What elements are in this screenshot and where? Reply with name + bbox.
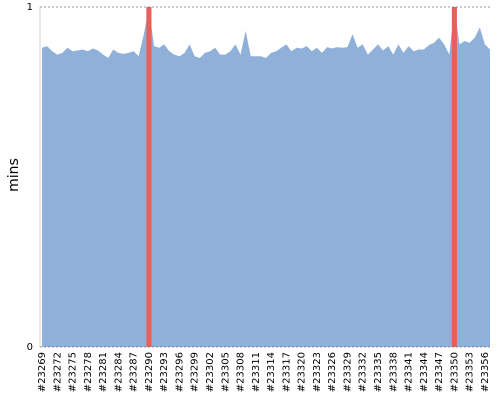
y-tick-label: 0 (27, 342, 33, 353)
x-tick-label: #23353 (465, 352, 476, 392)
x-tick-label: #23314 (266, 352, 277, 392)
x-tick-label: #23338 (388, 352, 399, 392)
x-tick-label: #23275 (68, 352, 79, 392)
x-tick-label: #23308 (236, 352, 247, 392)
x-tick-label: #23326 (327, 352, 338, 392)
y-tick-label: 1 (27, 2, 33, 13)
x-tick-label: #23341 (404, 352, 415, 392)
y-axis-label: mins (6, 158, 22, 192)
x-tick-label: #23302 (205, 352, 216, 392)
x-tick-label: #23323 (312, 352, 323, 392)
x-tick-label: #23284 (113, 352, 124, 392)
x-tick-label: #23296 (174, 352, 185, 392)
bar (146, 7, 152, 347)
x-tick-label: #23305 (220, 352, 231, 392)
x-tick-label: #23350 (449, 352, 460, 392)
x-tick-label: #23287 (129, 352, 140, 392)
bar (451, 7, 457, 347)
x-tick-label: #23269 (37, 352, 48, 392)
x-tick-label: #23335 (373, 352, 384, 392)
x-tick-label: #23347 (434, 352, 445, 392)
x-tick-label: #23290 (144, 352, 155, 392)
x-tick-label: #23344 (419, 352, 430, 392)
x-tick-label: #23320 (297, 352, 308, 392)
x-tick-label: #23329 (342, 352, 353, 392)
x-tick-label: #23293 (159, 352, 170, 392)
x-tick-label: #23299 (190, 352, 201, 392)
x-tick-label: #23332 (358, 352, 369, 392)
area (42, 7, 490, 347)
x-tick-label: #23317 (281, 352, 292, 392)
x-tick-label: #23281 (98, 352, 109, 392)
x-tick-label: #23311 (251, 352, 262, 392)
x-tick-label: #23278 (83, 352, 94, 392)
x-tick-label: #23272 (52, 352, 63, 392)
x-tick-label: #23356 (480, 352, 491, 392)
